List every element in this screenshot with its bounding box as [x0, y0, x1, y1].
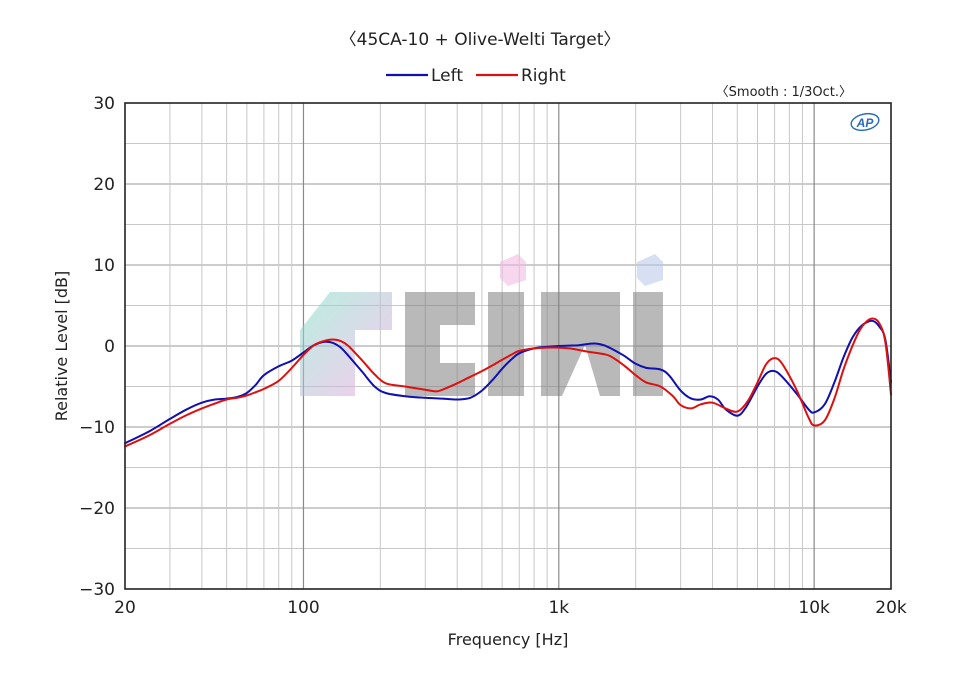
legend: Left Right	[386, 66, 566, 86]
watermark-i-dot	[500, 254, 526, 286]
watermark-i2-dot	[637, 254, 663, 286]
y-tick-label: 10	[93, 256, 115, 276]
legend-left-label: Left	[431, 66, 463, 86]
x-tick-label: 20k	[875, 598, 907, 618]
y-tick-label: 20	[93, 175, 115, 195]
watermark-c-letter	[405, 292, 475, 396]
legend-right-label: Right	[521, 66, 566, 86]
x-tick-label: 100	[287, 598, 319, 618]
smoothing-note: 〈Smooth : 1/3Oct.〉	[716, 85, 852, 100]
y-tick-label: 30	[93, 94, 115, 114]
series-line-right	[124, 317, 892, 448]
x-tick-label: 1k	[548, 598, 569, 618]
y-tick-label: 0	[104, 337, 115, 357]
y-axis-label: Relative Level [dB]	[52, 271, 71, 422]
ap-logo: AP	[850, 112, 880, 132]
y-tick-label: −10	[79, 418, 115, 438]
series-layer	[124, 317, 892, 448]
x-axis-label: Frequency [Hz]	[448, 630, 569, 649]
watermark-i2-stem	[633, 292, 663, 396]
y-tick-labels: 30 20 10 0 −10 −20 −30	[79, 94, 115, 600]
y-tick-label: −20	[79, 499, 115, 519]
y-tick-label: −30	[79, 580, 115, 600]
ap-logo-text: AP	[856, 116, 875, 130]
x-tick-label: 10k	[798, 598, 830, 618]
x-tick-label: 20	[114, 598, 136, 618]
chart-title: 〈45CA-10 + Olive-Welti Target〉	[340, 30, 621, 50]
x-tick-labels: 20 100 1k 10k 20k	[114, 598, 907, 618]
watermark-r-letter	[541, 292, 620, 396]
plot-frame	[124, 102, 892, 590]
